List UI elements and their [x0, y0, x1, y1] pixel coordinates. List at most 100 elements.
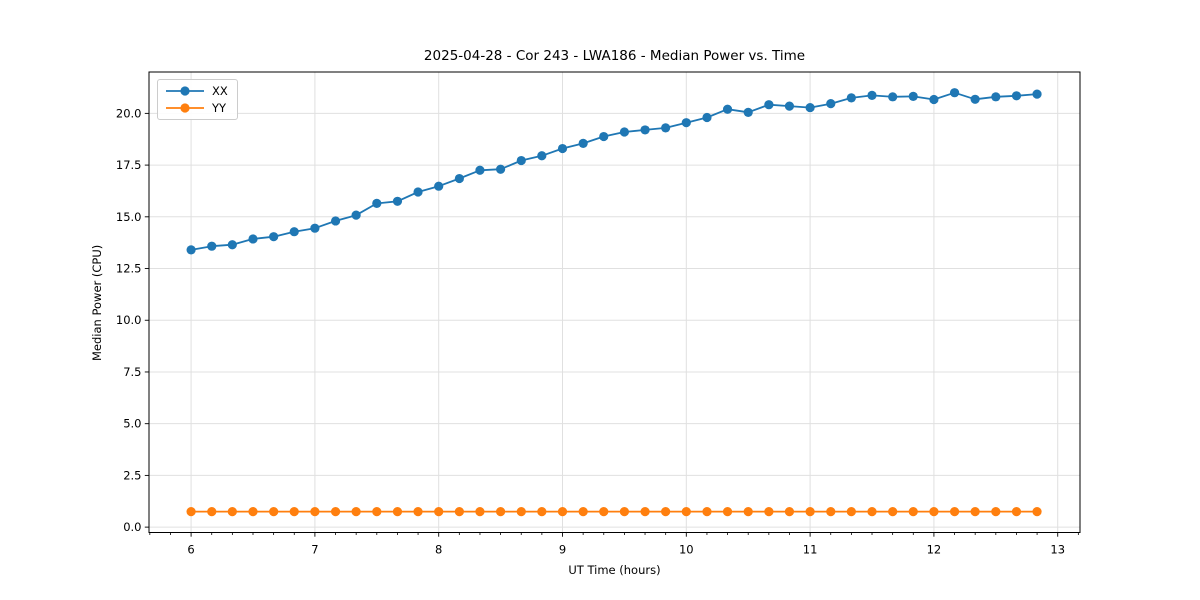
data-point-yy — [908, 507, 918, 517]
y-tick-label: 0.0 — [123, 520, 141, 534]
data-point-xx — [949, 88, 960, 98]
x-tick-label: 7 — [311, 543, 318, 557]
data-point-xx — [970, 94, 980, 104]
data-point-xx — [413, 187, 423, 197]
data-point-yy — [1032, 507, 1042, 517]
data-point-xx — [908, 91, 918, 102]
data-point-yy — [454, 507, 464, 517]
data-point-xx — [702, 112, 712, 123]
data-point-yy — [846, 507, 856, 517]
x-tick-label: 8 — [435, 543, 442, 557]
legend-entry-xx: XX — [165, 84, 228, 98]
y-tick-label: 12.5 — [116, 262, 142, 276]
y-tick-label: 5.0 — [123, 417, 141, 431]
data-point-yy — [722, 507, 733, 517]
data-point-yy — [207, 507, 217, 517]
data-point-yy — [496, 507, 506, 517]
data-point-xx — [578, 138, 588, 148]
data-point-yy — [826, 507, 836, 517]
data-point-yy — [269, 507, 279, 517]
x-tick-label: 11 — [803, 543, 818, 557]
data-point-yy — [557, 507, 568, 517]
axes-frame — [148, 71, 1081, 533]
data-point-xx — [330, 216, 341, 226]
data-point-xx — [186, 245, 196, 255]
data-point-xx — [661, 123, 671, 133]
data-point-yy — [372, 507, 382, 517]
data-point-yy — [888, 507, 898, 517]
data-point-xx — [372, 198, 382, 208]
data-point-xx — [207, 241, 217, 251]
data-point-xx — [1032, 89, 1042, 99]
data-point-xx — [722, 104, 733, 114]
data-point-yy — [949, 507, 960, 517]
x-tick-label: 6 — [187, 543, 194, 557]
data-point-yy — [186, 507, 196, 517]
data-point-xx — [289, 227, 299, 237]
data-point-xx — [310, 223, 320, 233]
data-point-xx — [475, 165, 485, 175]
data-point-yy — [764, 507, 774, 517]
data-point-xx — [227, 240, 237, 250]
legend-label-yy: YY — [212, 101, 227, 115]
legend-line-sample-yy — [166, 103, 204, 113]
legend-label-xx: XX — [212, 84, 228, 98]
data-point-yy — [702, 507, 712, 517]
x-tick-label: 10 — [679, 543, 694, 557]
data-point-xx — [248, 234, 258, 244]
legend: XX YY — [157, 79, 238, 120]
data-point-yy — [413, 507, 423, 517]
data-point-yy — [227, 507, 237, 517]
y-tick-label: 17.5 — [116, 158, 142, 172]
data-point-yy — [640, 507, 650, 517]
x-tick-label: 12 — [927, 543, 942, 557]
data-point-yy — [1011, 507, 1022, 517]
x-axis-label: UT Time (hours) — [568, 563, 661, 577]
data-point-yy — [392, 507, 403, 517]
data-point-xx — [537, 151, 547, 161]
data-point-xx — [681, 118, 691, 128]
legend-line-sample-xx — [166, 86, 204, 96]
data-point-xx — [826, 99, 836, 109]
data-point-yy — [330, 507, 341, 517]
data-point-yy — [991, 507, 1001, 517]
data-point-xx — [929, 94, 939, 105]
y-tick-label: 15.0 — [116, 210, 142, 224]
data-point-xx — [867, 90, 877, 100]
data-point-yy — [743, 507, 753, 517]
data-point-xx — [516, 155, 526, 166]
data-point-xx — [888, 92, 898, 102]
y-tick-label: 10.0 — [116, 313, 142, 327]
data-point-xx — [496, 164, 506, 174]
data-point-xx — [557, 143, 568, 154]
data-point-xx — [1011, 91, 1022, 101]
x-tick-label: 13 — [1050, 543, 1065, 557]
data-point-yy — [310, 507, 320, 517]
data-point-yy — [434, 507, 444, 517]
data-point-xx — [269, 232, 279, 242]
x-tick-label: 9 — [559, 543, 566, 557]
data-point-xx — [619, 127, 630, 137]
data-point-xx — [640, 125, 650, 135]
data-point-yy — [970, 507, 980, 517]
data-point-yy — [516, 507, 526, 517]
data-point-xx — [351, 210, 361, 220]
chart-title: 2025-04-28 - Cor 243 - LWA186 - Median P… — [423, 48, 806, 64]
data-point-xx — [764, 100, 774, 110]
data-point-yy — [475, 507, 485, 517]
data-point-yy — [661, 507, 671, 517]
data-point-xx — [784, 101, 795, 111]
data-point-yy — [537, 507, 547, 517]
data-point-xx — [434, 181, 444, 191]
data-point-yy — [929, 507, 939, 517]
data-point-yy — [248, 507, 258, 517]
data-point-xx — [991, 92, 1001, 102]
data-point-yy — [289, 507, 299, 517]
data-point-yy — [681, 507, 691, 517]
data-point-yy — [805, 507, 815, 517]
data-point-yy — [578, 507, 588, 517]
legend-entry-yy: YY — [165, 101, 228, 115]
y-tick-label: 20.0 — [116, 106, 142, 120]
data-point-xx — [454, 173, 464, 184]
